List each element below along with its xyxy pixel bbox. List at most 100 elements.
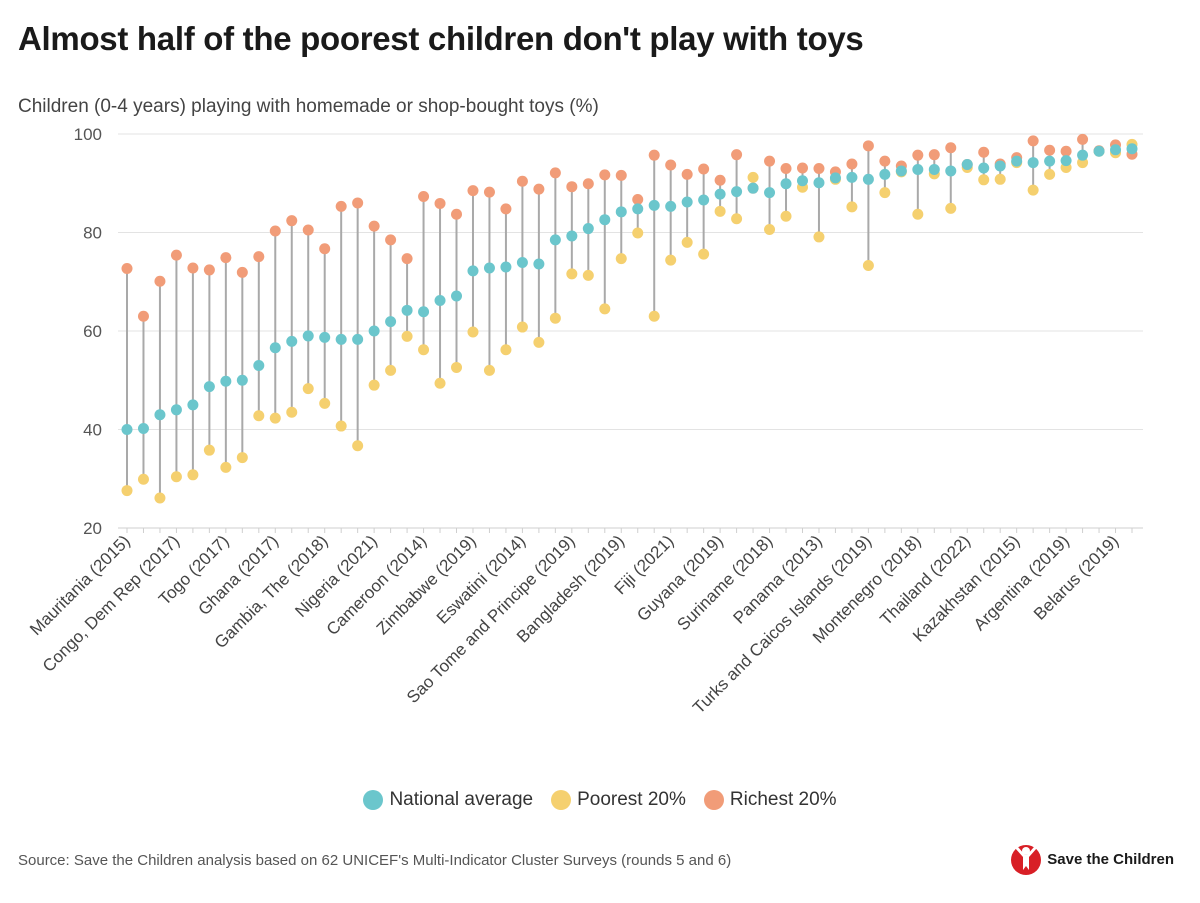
dot-poorest-20-32	[648, 310, 660, 322]
dot-richest-20-41	[796, 162, 808, 174]
dot-poorest-20-18	[418, 344, 430, 356]
child-figure-icon	[1011, 845, 1042, 875]
dot-richest-20-18	[418, 191, 430, 203]
dot-richest-20-44	[846, 158, 858, 170]
legend-label-national-average: National average	[389, 789, 534, 810]
dot-poorest-20-27	[566, 268, 578, 280]
dot-poorest-20-9	[269, 412, 281, 424]
dot-richest-20-10	[286, 215, 298, 227]
dot-richest-20-48	[912, 149, 924, 161]
dot-poorest-20-55	[1027, 184, 1039, 196]
dot-richest-20-21	[467, 185, 479, 197]
save-the-children-logo: Save the Children	[1011, 842, 1174, 876]
dot-national-average-25	[533, 258, 545, 270]
dot-richest-20-17	[401, 253, 413, 265]
x-category-label-17: Thailand (2022)	[876, 531, 974, 629]
dot-national-average-26	[549, 234, 561, 246]
dot-poorest-20-29	[599, 303, 611, 315]
dot-richest-20-58	[1077, 133, 1089, 145]
legend-item-poorest-20[interactable]: Poorest 20%	[551, 789, 686, 811]
dot-poorest-20-15	[368, 379, 380, 391]
dot-richest-20-35	[698, 163, 710, 175]
dot-richest-20-37	[731, 149, 743, 161]
dot-national-average-13	[335, 333, 347, 345]
dot-national-average-22	[483, 262, 495, 274]
dot-richest-20-50	[945, 142, 957, 154]
dot-poorest-20-48	[912, 208, 924, 220]
dot-richest-20-28	[582, 178, 594, 190]
dot-national-average-40	[780, 178, 792, 190]
dot-richest-20-29	[599, 169, 611, 181]
dot-richest-20-26	[549, 167, 561, 179]
dot-poorest-20-21	[467, 326, 479, 338]
dot-richest-20-55	[1027, 135, 1039, 147]
dot-national-average-45	[862, 173, 874, 185]
dot-poorest-20-23	[500, 344, 512, 356]
dot-richest-20-45	[862, 140, 874, 152]
dot-national-average-18	[418, 306, 430, 318]
dot-poorest-20-10	[286, 406, 298, 418]
dot-poorest-20-50	[945, 202, 957, 214]
legend-item-richest-20[interactable]: Richest 20%	[703, 789, 837, 811]
dot-richest-20-24	[516, 175, 528, 187]
dot-national-average-53	[994, 160, 1006, 172]
dot-poorest-20-33	[665, 254, 677, 266]
dot-national-average-14	[352, 333, 364, 345]
dot-richest-20-32	[648, 149, 660, 161]
dot-richest-20-23	[500, 203, 512, 215]
dot-national-average-9	[269, 342, 281, 354]
dot-poorest-20-26	[549, 312, 561, 324]
dot-national-average-30	[615, 206, 627, 218]
dot-richest-20-8	[253, 251, 265, 263]
dot-poorest-20-14	[352, 440, 364, 452]
dot-poorest-20-42	[813, 231, 825, 243]
dot-national-average-2	[154, 409, 166, 421]
dot-richest-20-39	[764, 155, 776, 167]
dot-richest-20-27	[566, 181, 578, 193]
dot-poorest-20-37	[731, 213, 743, 225]
dot-poorest-20-53	[994, 173, 1006, 185]
chart-legend: National average Poorest 20% Richest 20%	[0, 789, 1200, 811]
dot-poorest-20-7	[236, 452, 248, 464]
dot-richest-20-40	[780, 162, 792, 174]
dot-richest-20-2	[154, 275, 166, 287]
dot-national-average-5	[203, 381, 215, 393]
dot-national-average-33	[665, 200, 677, 212]
dot-poorest-20-13	[335, 420, 347, 432]
dot-national-average-55	[1027, 157, 1039, 169]
dot-national-average-7	[236, 374, 248, 386]
dot-richest-20-34	[681, 168, 693, 180]
dot-poorest-20-1	[137, 473, 149, 485]
dot-richest-20-56	[1044, 144, 1056, 156]
dot-poorest-20-19	[434, 377, 446, 389]
dot-poorest-20-6	[220, 461, 232, 473]
dot-national-average-41	[796, 175, 808, 187]
x-category-label-12: Guyana (2019)	[633, 531, 727, 625]
dot-national-average-34	[681, 196, 693, 208]
legend-item-national-average[interactable]: National average	[363, 789, 533, 811]
dot-richest-20-14	[352, 197, 364, 209]
dot-national-average-61	[1126, 143, 1138, 155]
dot-national-average-29	[599, 214, 611, 226]
dot-national-average-52	[978, 162, 990, 174]
dot-national-average-36	[714, 188, 726, 200]
dot-poorest-20-38	[747, 171, 759, 183]
dot-poorest-20-5	[203, 444, 215, 456]
dot-national-average-54	[1011, 155, 1023, 167]
dot-poorest-20-25	[533, 336, 545, 348]
dot-national-average-37	[731, 186, 743, 198]
dot-richest-20-12	[319, 243, 331, 255]
dot-richest-20-31	[632, 194, 644, 206]
legend-swatch-poorest-20	[551, 790, 572, 810]
dot-richest-20-33	[665, 159, 677, 171]
dot-national-average-39	[764, 187, 776, 199]
dot-richest-20-11	[302, 224, 314, 236]
dot-national-average-32	[648, 199, 660, 211]
dot-national-average-12	[319, 331, 331, 343]
dot-poorest-20-24	[516, 321, 528, 333]
dot-national-average-20	[451, 290, 463, 302]
dot-poorest-20-31	[632, 227, 644, 239]
dot-national-average-19	[434, 294, 446, 306]
dot-national-average-1	[137, 423, 149, 435]
